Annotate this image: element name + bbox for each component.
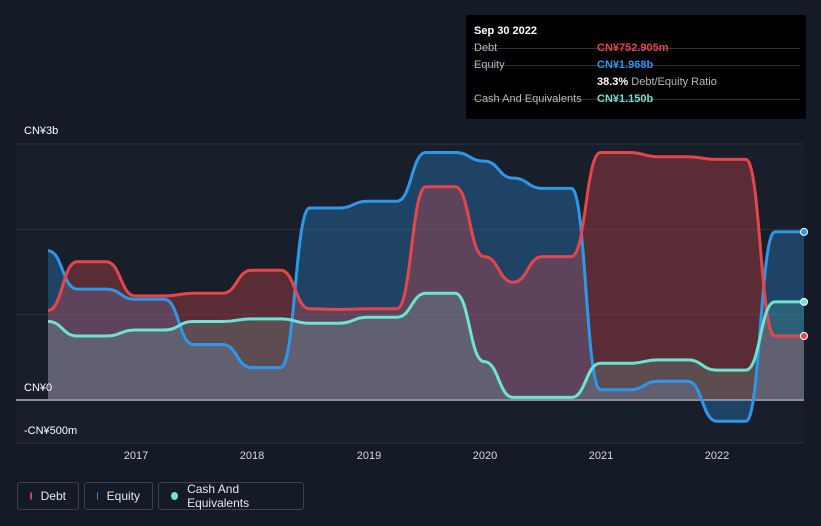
legend-debt-label: Debt (40, 489, 66, 503)
x-tick-label-2022: 2022 (704, 450, 730, 462)
tooltip-divider (472, 65, 800, 66)
chart-grid (16, 143, 804, 444)
x-tick-label-2021: 2021 (588, 450, 614, 462)
tooltip-equity-value: CN¥1.968b (597, 59, 654, 71)
legend-debt-button[interactable]: Debt (17, 482, 79, 510)
legend-equity-label: Equity (106, 489, 140, 503)
cash-dot-icon (171, 492, 179, 500)
tooltip-row-equity: Equity CN¥1.968b (466, 57, 806, 74)
tooltip-ratio-label: Debt/Equity Ratio (631, 76, 717, 88)
tooltip-divider (472, 48, 800, 49)
plot-background (16, 144, 804, 443)
tooltip-ratio-value: 38.3% (597, 76, 629, 88)
tooltip-row-cash: Cash And Equivalents CN¥1.150b (466, 91, 806, 108)
tooltip-debt-value: CN¥752.905m (597, 42, 669, 54)
tooltip-cash-value: CN¥1.150b (597, 93, 654, 105)
debt-line (47, 151, 804, 338)
x-tick-label-2019: 2019 (356, 450, 382, 462)
data-tooltip: Sep 30 2022 Debt CN¥752.905m Equity CN¥1… (466, 15, 806, 119)
debt-area (48, 152, 804, 400)
tooltip-row-debt: Debt CN¥752.905m (466, 40, 806, 57)
tooltip-cash-label: Cash And Equivalents (474, 93, 582, 105)
tooltip-debt-label: Debt (474, 42, 498, 54)
equity-area (48, 152, 804, 422)
cash-and-equivalents-line (47, 291, 804, 399)
cash-and-equivalents-endpoint (800, 297, 808, 306)
tooltip-row-ratio: 38.3% Debt/Equity Ratio (466, 74, 806, 91)
series-lines (47, 151, 804, 423)
y-tick-label-neg500m: -CN¥500m (24, 425, 78, 437)
equity-dot-icon (97, 492, 98, 500)
tooltip-divider (472, 99, 800, 100)
y-tick-label-0: CN¥0 (24, 382, 53, 394)
series-areas (48, 152, 804, 422)
debt-dot-icon (30, 492, 32, 500)
x-tick-label-2018: 2018 (239, 450, 265, 462)
debt-endpoint (800, 332, 808, 340)
equity-line (47, 151, 804, 423)
series-endpoints (800, 227, 808, 340)
tooltip-date: Sep 30 2022 (474, 25, 537, 37)
legend-equity-button[interactable]: Equity (84, 482, 153, 510)
cash-and-equivalents-area (48, 293, 804, 400)
y-tick-label-3b: CN¥3b (24, 125, 59, 137)
equity-endpoint (800, 227, 808, 236)
x-tick-label-2020: 2020 (472, 450, 498, 462)
x-tick-label-2017: 2017 (123, 450, 149, 462)
legend-cash-label: Cash And Equivalents (187, 482, 250, 510)
legend-cash-button[interactable]: Cash And Equivalents (158, 482, 304, 510)
tooltip-equity-label: Equity (474, 59, 505, 71)
tooltip-ratio: 38.3% Debt/Equity Ratio (597, 74, 717, 91)
